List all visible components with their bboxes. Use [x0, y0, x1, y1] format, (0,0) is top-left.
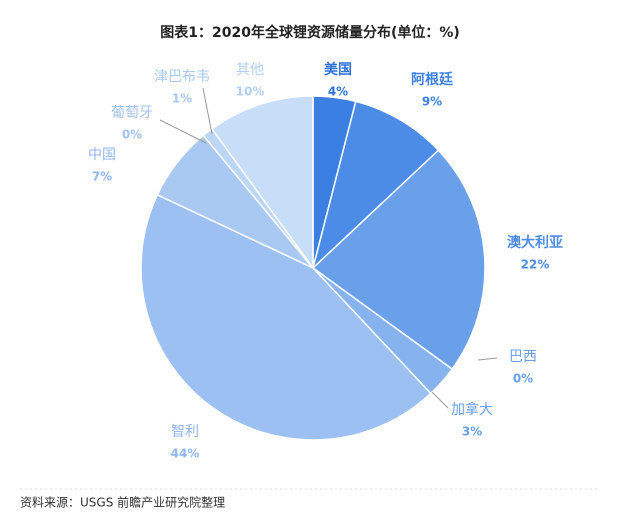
- value-label: 1%: [172, 92, 192, 106]
- category-label: 其他: [236, 62, 264, 78]
- leader-line: [477, 357, 498, 361]
- category-label: 葡萄牙: [111, 105, 153, 121]
- leader-line: [159, 119, 207, 144]
- value-label: 4%: [328, 85, 348, 99]
- value-label: 22%: [521, 258, 550, 272]
- leader-line: [202, 87, 213, 135]
- value-label: 0%: [513, 372, 533, 386]
- chart-title: 图表1：2020年全球锂资源储量分布(单位：%): [160, 24, 460, 41]
- category-label: 中国: [88, 147, 116, 163]
- value-label: 9%: [422, 95, 442, 109]
- value-label: 44%: [171, 447, 200, 461]
- value-label: 0%: [122, 128, 142, 142]
- category-label: 津巴布韦: [154, 69, 210, 85]
- category-label: 澳大利亚: [507, 234, 563, 251]
- category-label: 美国: [324, 61, 352, 78]
- category-label: 加拿大: [451, 401, 493, 418]
- category-label: 阿根廷: [411, 71, 454, 88]
- pie-slice: [311, 149, 486, 371]
- value-label: 3%: [462, 425, 482, 439]
- leader-line: [431, 391, 449, 409]
- category-label: 智利: [171, 424, 199, 440]
- pie-slice: [140, 193, 432, 441]
- value-label: 10%: [236, 85, 265, 99]
- pie-slice: [311, 100, 440, 271]
- value-label: 7%: [92, 170, 112, 184]
- category-label: 巴西: [509, 349, 537, 365]
- source-note: 资料来源：USGS 前瞻产业研究院整理: [20, 495, 225, 510]
- pie-slice: [210, 95, 314, 271]
